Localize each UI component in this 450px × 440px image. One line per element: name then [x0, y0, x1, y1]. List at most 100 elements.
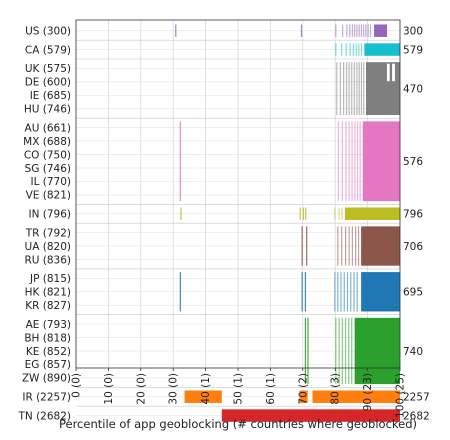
geoblock-tick — [299, 207, 301, 220]
country-label: IR (2257) — [22, 392, 71, 404]
geoblock-tick — [360, 24, 363, 37]
country-label: TN (2682) — [17, 410, 71, 422]
geoblock-tick — [179, 121, 181, 202]
geoblock-tick — [338, 207, 340, 220]
country-label: VE (821) — [26, 190, 71, 202]
geoblock-tick — [348, 317, 350, 385]
geoblock-tick — [304, 272, 306, 312]
x-tick-label: 0 (0) — [71, 373, 83, 398]
country-label: MX (688) — [23, 136, 71, 148]
geoblock-tick — [346, 24, 348, 37]
geoblock-tick — [344, 317, 347, 385]
geoblock-tick — [338, 317, 340, 385]
geoblock-tick — [363, 24, 365, 37]
geoblock-tick — [341, 43, 343, 56]
country-label: CO (750) — [24, 149, 71, 161]
geoblock-tick — [351, 121, 353, 202]
country-label: AE (793) — [26, 319, 71, 331]
geoblock-tick — [335, 317, 337, 385]
geoblock-tick — [356, 121, 359, 202]
geoblock-tick — [336, 62, 338, 115]
gap-notch — [392, 63, 395, 82]
geoblock-tick — [175, 24, 177, 37]
x-axis-label: Percentile of app geoblocking (# countri… — [59, 417, 417, 431]
geoblock-tick — [359, 121, 361, 202]
group-total-label: 740 — [403, 346, 423, 358]
geoblock-tick — [351, 317, 353, 385]
country-label: RU (836) — [24, 254, 71, 266]
x-tick-label: 80 (3) — [330, 373, 342, 405]
geoblock-tick — [369, 24, 372, 37]
geoblock-tick — [355, 226, 357, 266]
country-label: DE (600) — [25, 77, 71, 89]
geoblock-tick — [344, 226, 347, 266]
geoblock-tick — [337, 272, 339, 312]
geoblock-tick — [345, 121, 347, 202]
geoblock-tick — [358, 43, 360, 56]
geoblock-tick — [349, 24, 351, 37]
geoblock-tick — [341, 121, 343, 202]
geoblock-tick — [356, 24, 358, 37]
geoblock-tick — [307, 317, 309, 385]
geoblock-bar — [354, 317, 400, 385]
geoblock-tick — [345, 62, 348, 115]
group-total-label: 579 — [403, 44, 423, 56]
geoblock-tick — [337, 121, 340, 202]
geoblock-tick — [363, 62, 365, 115]
geoblock-tick — [353, 272, 355, 312]
geoblock-tick — [303, 390, 305, 403]
geoblock-tick — [343, 62, 345, 115]
country-label: IL (770) — [30, 176, 71, 188]
geoblock-tick — [300, 24, 303, 37]
group-totals: 300 579 470 576 796 706 695 740 2257 2682 — [403, 26, 430, 423]
geoblock-tick — [358, 62, 360, 115]
country-label: JP (815) — [29, 273, 71, 285]
geoblock-tick — [356, 272, 358, 312]
geoblock-tick — [348, 121, 350, 202]
country-label: BH (818) — [24, 332, 71, 344]
y-axis-labels: US (300) CA (579) UK (575) DE (600)IE (685)… — [17, 26, 71, 423]
x-tick-label: 20 (0) — [135, 373, 147, 405]
geoblock-bar — [364, 43, 400, 56]
geoblock-tick — [340, 272, 342, 312]
geoblock-tick — [351, 226, 353, 266]
geoblock-bar — [221, 409, 400, 422]
geoblock-tick — [348, 62, 350, 115]
geoblock-tick — [341, 207, 343, 220]
geoblock-tick — [180, 207, 182, 220]
geoblock-tick — [305, 390, 307, 403]
x-tick-label: 50 (1) — [233, 373, 245, 405]
country-label: UA (820) — [25, 241, 71, 253]
country-label: IN (796) — [28, 209, 71, 221]
group-total-label: 706 — [403, 241, 423, 253]
geoblock-tick — [304, 317, 306, 385]
geoblock-tick — [360, 43, 363, 56]
country-label: KE (852) — [26, 346, 71, 358]
geoblock-tick — [356, 62, 358, 115]
country-label: AU (661) — [25, 122, 71, 134]
geoblock-tick — [305, 207, 307, 220]
x-tick-label: 60 (1) — [265, 373, 277, 405]
country-label: SG (746) — [25, 163, 71, 175]
country-label: ZW (890) — [22, 373, 71, 385]
geoblock-bar — [362, 121, 400, 202]
geoblock-tick — [341, 317, 343, 385]
geoblock-bar — [184, 390, 222, 403]
geoblock-tick — [301, 226, 303, 266]
geoblock-bar — [312, 390, 400, 403]
geoblock-tick — [358, 24, 360, 37]
country-label: UK (575) — [25, 63, 71, 75]
geoblock-bar — [361, 226, 400, 266]
geoblock-tick — [334, 207, 336, 220]
geoblock-tick — [355, 43, 357, 56]
country-label: EG (857) — [25, 359, 71, 371]
geoblock-tick — [350, 272, 352, 312]
x-tick-label: 40 (1) — [200, 373, 212, 405]
country-label: IE (685) — [30, 90, 71, 102]
country-label: US (300) — [25, 26, 71, 38]
country-label: KR (827) — [25, 300, 71, 312]
country-label: CA (579) — [25, 44, 71, 56]
geoblock-tick — [346, 272, 349, 312]
group-total-label: 300 — [403, 26, 423, 38]
group-total-label: 796 — [403, 209, 423, 221]
